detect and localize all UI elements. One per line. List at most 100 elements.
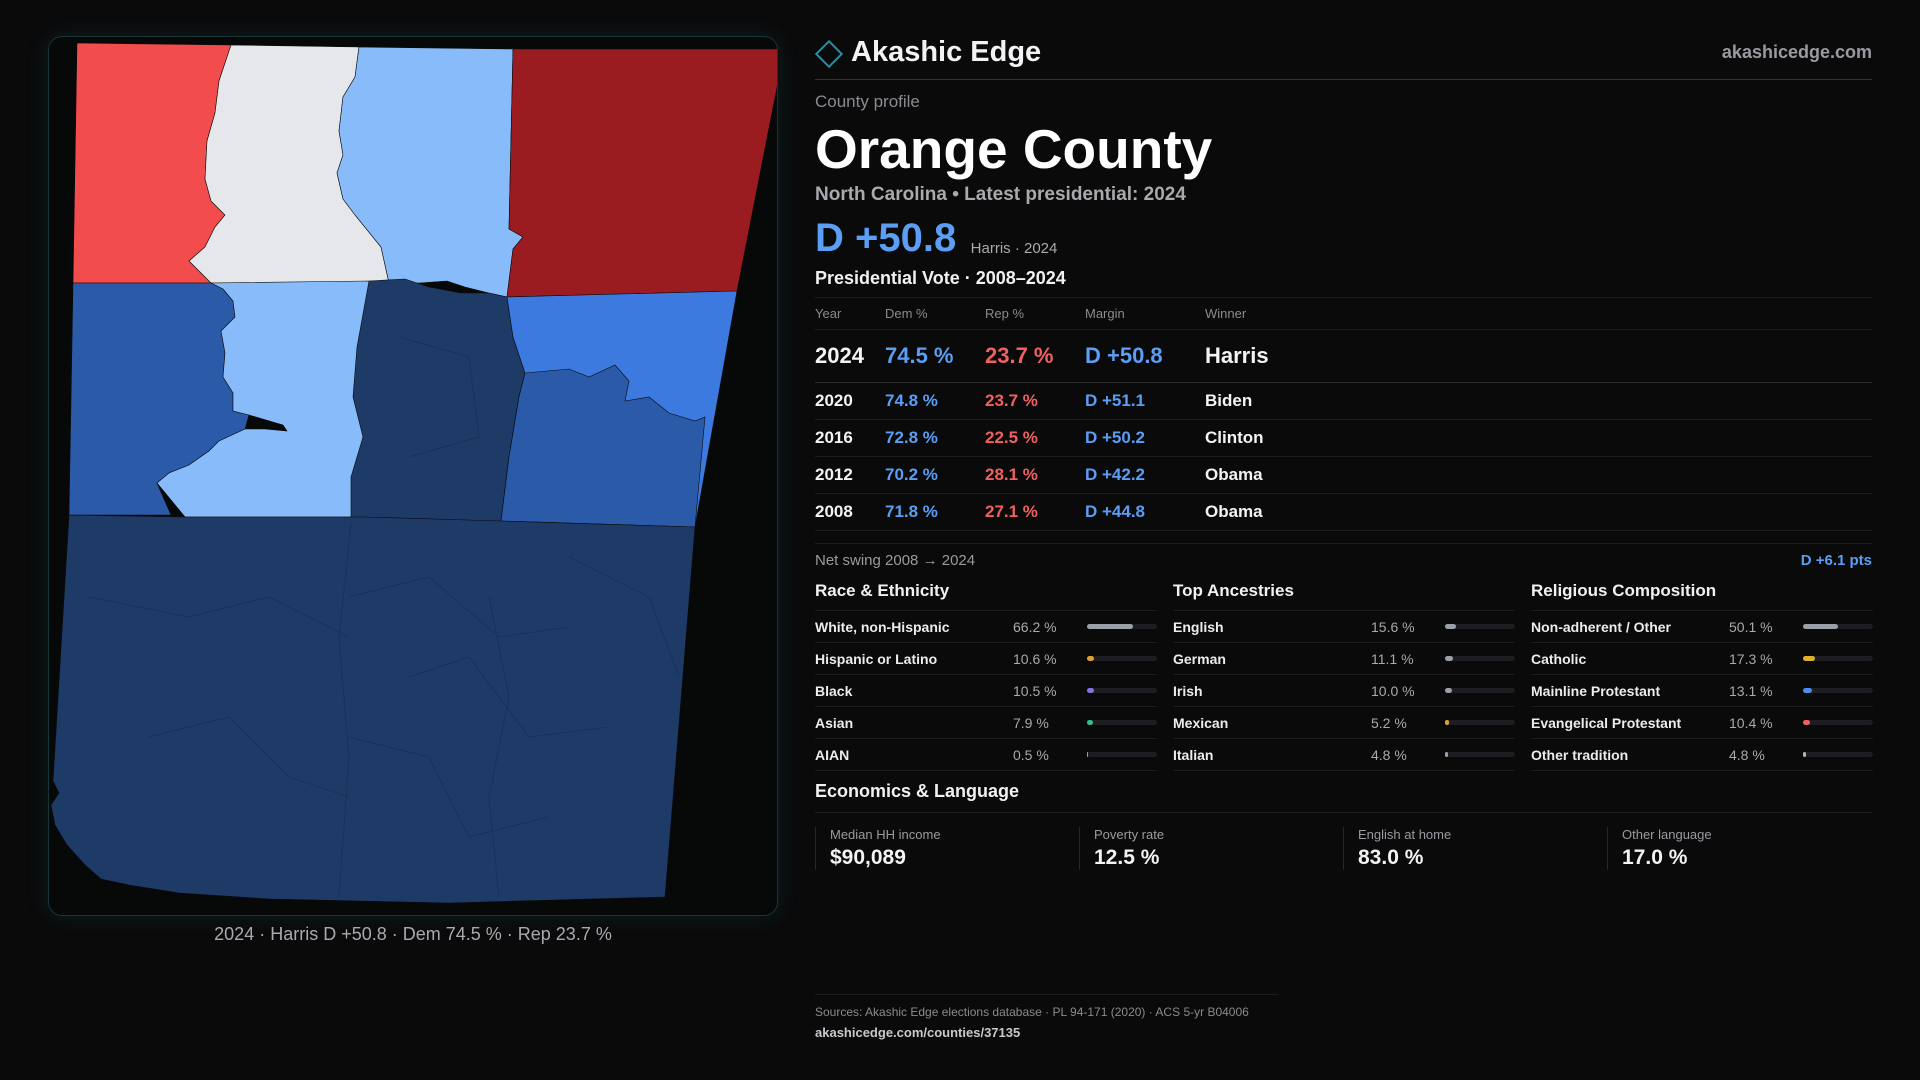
col-rep: Rep %: [985, 297, 1085, 330]
item-bar: [1445, 720, 1515, 725]
ancestry-heading: Top Ancestries: [1173, 581, 1515, 611]
row-winner: Obama: [1205, 456, 1872, 494]
list-item: Asian 7.9 %: [815, 707, 1157, 739]
item-bar: [1803, 720, 1873, 725]
map-region-central[interactable]: [350, 278, 526, 524]
table-row: 2024 74.5 % 23.7 % D +50.8 Harris: [815, 329, 1872, 383]
item-value: 4.8 %: [1729, 746, 1765, 763]
stat-label: Poverty rate: [1094, 827, 1165, 842]
list-item: German 11.1 %: [1173, 643, 1515, 675]
row-winner: Obama: [1205, 493, 1872, 531]
sources-link[interactable]: akashicedge.com/counties/37135: [815, 1025, 1021, 1040]
sources-footer: Sources: Akashic Edge elections database…: [815, 994, 1278, 1040]
ancestry-panel: Top Ancestries English 15.6 % German 11.1 %…: [1173, 581, 1515, 771]
list-item: Irish 10.0 %: [1173, 675, 1515, 707]
stat-label: Median HH income: [830, 827, 941, 842]
item-value: 10.5 %: [1013, 682, 1057, 699]
item-value: 4.8 %: [1371, 746, 1407, 763]
item-value: 10.0 %: [1371, 682, 1415, 699]
religion-panel: Religious Composition Non-adherent / Oth…: [1531, 581, 1873, 771]
religion-heading: Religious Composition: [1531, 581, 1873, 611]
row-year: 2012: [815, 456, 885, 494]
page-subtitle: North Carolina • Latest presidential: 20…: [815, 184, 1186, 205]
list-item: Black 10.5 %: [815, 675, 1157, 707]
list-item: Other tradition 4.8 %: [1531, 739, 1873, 771]
sources-text: Sources: Akashic Edge elections database…: [815, 1005, 1249, 1019]
row-rep: 28.1 %: [985, 456, 1085, 494]
row-dem: 72.8 %: [885, 419, 985, 457]
row-margin: D +42.2: [1085, 456, 1205, 494]
col-year: Year: [815, 297, 885, 330]
item-value: 5.2 %: [1371, 714, 1407, 731]
margin-summary: D +50.8 Harris · 2024: [815, 216, 1872, 260]
item-bar-fill: [1087, 656, 1095, 661]
swing-value: D +6.1 pts: [1800, 552, 1872, 569]
list-item: Italian 4.8 %: [1173, 739, 1515, 771]
item-bar: [1803, 624, 1873, 629]
item-label: White, non-Hispanic: [815, 618, 950, 635]
item-bar-fill: [1087, 624, 1134, 629]
item-bar-fill: [1445, 656, 1453, 661]
item-label: Evangelical Protestant: [1531, 714, 1682, 731]
map-region-southeast[interactable]: [500, 364, 706, 528]
row-winner: Harris: [1205, 329, 1872, 383]
table-row: 2020 74.8 % 23.7 % D +51.1 Biden: [815, 382, 1872, 420]
row-year: 2008: [815, 493, 885, 531]
stat-value: $90,089: [830, 846, 906, 869]
precinct-map: [48, 36, 778, 916]
economics-stats: Median HH income $90,089 Poverty rate 12…: [815, 827, 1872, 870]
margin-value: D +50.8: [815, 216, 957, 260]
votes-table: Year Dem % Rep % Margin Winner 2024 74.5…: [815, 297, 1872, 531]
item-bar-fill: [1087, 720, 1093, 725]
precinct-map-svg: [50, 42, 778, 904]
row-margin: D +50.8: [1085, 329, 1205, 383]
map-region-northeast[interactable]: [506, 48, 778, 298]
col-dem: Dem %: [885, 297, 985, 330]
col-winner: Winner: [1205, 297, 1872, 330]
item-label: Irish: [1173, 682, 1203, 699]
table-row: 2016 72.8 % 22.5 % D +50.2 Clinton: [815, 419, 1872, 457]
item-value: 7.9 %: [1013, 714, 1049, 731]
item-label: German: [1173, 650, 1226, 667]
list-item: Hispanic or Latino 10.6 %: [815, 643, 1157, 675]
stat-poverty-rate: Poverty rate 12.5 %: [1079, 827, 1343, 870]
swing-label: Net swing 2008 → 2024: [815, 552, 976, 569]
item-bar: [1803, 656, 1873, 661]
votes-header-row: Year Dem % Rep % Margin Winner: [815, 297, 1872, 330]
item-bar: [1445, 752, 1515, 757]
list-item: Evangelical Protestant 10.4 %: [1531, 707, 1873, 739]
stat-label: Other language: [1622, 827, 1712, 842]
item-label: Mexican: [1173, 714, 1229, 731]
item-label: Catholic: [1531, 650, 1587, 667]
item-bar: [1803, 752, 1873, 757]
row-year: 2016: [815, 419, 885, 457]
row-year: 2024: [815, 329, 885, 383]
row-year: 2020: [815, 382, 885, 420]
item-bar-fill: [1087, 688, 1095, 693]
brand-url-link[interactable]: akashicedge.com: [1721, 42, 1872, 62]
item-bar: [1445, 624, 1515, 629]
brand-name: Akashic Edge: [851, 36, 1042, 68]
stat-english-at-home: English at home 83.0 %: [1343, 827, 1607, 870]
race-panel: Race & Ethnicity White, non-Hispanic 66.2…: [815, 581, 1157, 771]
item-bar-fill: [1445, 752, 1449, 757]
item-value: 13.1 %: [1729, 682, 1773, 699]
item-value: 17.3 %: [1729, 650, 1773, 667]
list-item: AIAN 0.5 %: [815, 739, 1157, 771]
item-bar: [1087, 688, 1157, 693]
row-dem: 74.8 %: [885, 382, 985, 420]
item-label: Hispanic or Latino: [815, 650, 938, 667]
item-label: English: [1173, 618, 1224, 635]
profile-panel: Akashic Edge akashicedge.com County prof…: [814, 36, 1873, 870]
item-bar: [1087, 720, 1157, 725]
item-bar-fill: [1803, 720, 1811, 725]
item-bar-fill: [1445, 624, 1456, 629]
table-row: 2008 71.8 % 27.1 % D +44.8 Obama: [815, 493, 1872, 531]
item-bar: [1445, 688, 1515, 693]
item-label: Mainline Protestant: [1531, 682, 1661, 699]
item-value: 0.5 %: [1013, 746, 1049, 763]
item-value: 11.1 %: [1371, 650, 1414, 667]
race-heading: Race & Ethnicity: [815, 581, 1157, 611]
item-bar-fill: [1803, 624, 1839, 629]
map-region-south[interactable]: [50, 514, 696, 904]
